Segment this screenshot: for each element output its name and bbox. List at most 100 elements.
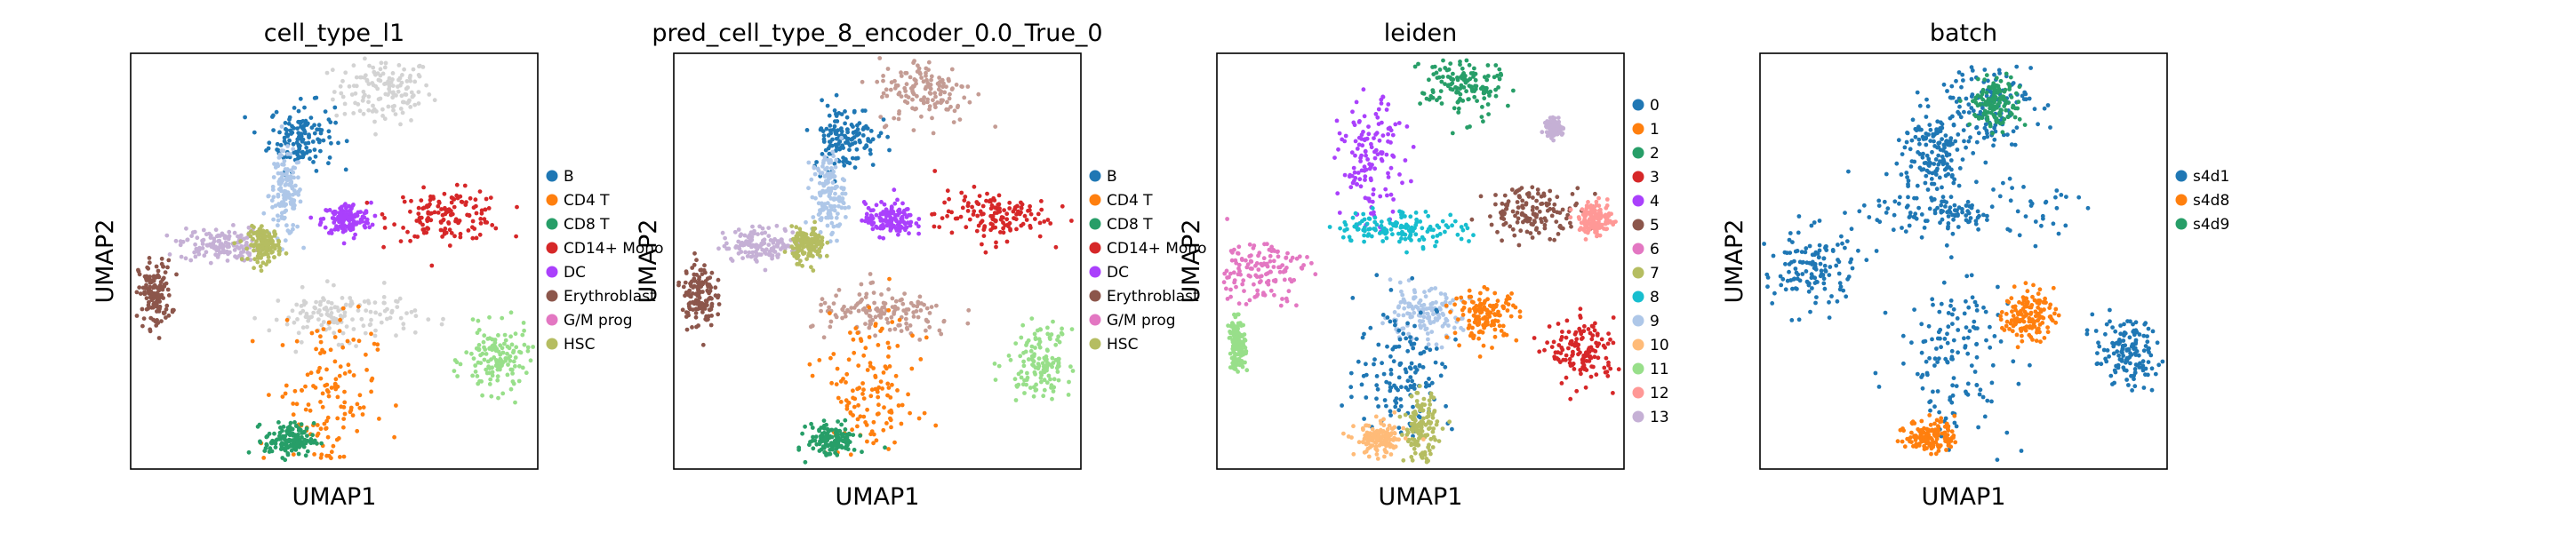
scatter-point xyxy=(1241,278,1246,283)
scatter-point xyxy=(1033,388,1038,393)
scatter-point xyxy=(1413,304,1419,309)
scatter-point xyxy=(976,91,981,97)
scatter-point xyxy=(849,306,854,310)
scatter-point xyxy=(298,143,302,148)
scatter-point xyxy=(783,246,788,251)
scatter-point xyxy=(1240,258,1244,262)
scatter-point xyxy=(377,417,381,421)
scatter-point xyxy=(294,338,300,344)
scatter-point xyxy=(344,302,348,307)
scatter-point xyxy=(884,87,889,92)
scatter-point xyxy=(1505,308,1510,313)
scatter-point xyxy=(1256,267,1261,272)
scatter-point xyxy=(1361,440,1366,445)
scatter-point xyxy=(1049,332,1054,337)
scatter-point xyxy=(816,168,821,173)
scatter-point xyxy=(833,185,838,189)
scatter-point xyxy=(375,71,380,76)
scatter-point xyxy=(424,230,429,235)
scatter-point xyxy=(372,119,377,124)
scatter-points xyxy=(1221,58,1621,465)
scatter-point xyxy=(480,393,484,398)
scatter-point xyxy=(500,350,506,355)
scatter-point xyxy=(981,227,987,232)
scatter-point xyxy=(1492,312,1497,316)
scatter-point xyxy=(1374,383,1380,388)
scatter-point xyxy=(1019,223,1024,228)
scatter-point xyxy=(1362,417,1366,421)
scatter-point xyxy=(200,238,205,243)
scatter-point xyxy=(1386,131,1390,137)
scatter-point xyxy=(1524,229,1530,235)
scatter-point xyxy=(1478,194,1484,199)
scatter-point xyxy=(286,182,292,187)
plot-frame xyxy=(130,52,539,470)
scatter-point xyxy=(446,220,451,225)
scatter-point xyxy=(324,279,330,284)
scatter-point xyxy=(1018,354,1023,359)
scatter-point xyxy=(831,127,836,132)
scatter-point xyxy=(881,370,886,375)
scatter-point xyxy=(471,356,476,361)
scatter-point xyxy=(310,139,316,144)
scatter-point xyxy=(868,219,874,224)
scatter-point xyxy=(818,253,823,259)
scatter-point xyxy=(819,308,823,314)
scatter-point xyxy=(488,195,493,201)
scatter-point xyxy=(1265,242,1269,247)
scatter-point xyxy=(750,250,756,255)
scatter-point xyxy=(889,314,894,320)
scatter-point xyxy=(990,222,995,227)
scatter-point xyxy=(337,373,342,378)
scatter-point xyxy=(351,235,356,241)
scatter-point xyxy=(324,312,330,317)
scatter-point xyxy=(883,364,888,369)
scatter-point xyxy=(708,275,713,280)
scatter-point xyxy=(430,195,436,199)
scatter-point xyxy=(402,199,407,204)
scatter-point xyxy=(861,125,867,131)
scatter-point xyxy=(305,121,310,126)
scatter-point xyxy=(867,335,872,339)
scatter-point xyxy=(1409,394,1414,399)
scatter-point xyxy=(1496,309,1500,314)
scatter-point xyxy=(429,263,435,268)
scatter-point xyxy=(941,81,946,86)
scatter-point xyxy=(1530,235,1535,240)
scatter-point xyxy=(1056,363,1061,369)
scatter-point xyxy=(134,314,140,318)
scatter-point xyxy=(810,426,815,430)
scatter-point xyxy=(1349,435,1354,440)
scatter-point xyxy=(1471,336,1476,341)
scatter-point xyxy=(404,79,410,84)
scatter-point xyxy=(1471,313,1476,318)
scatter-point xyxy=(1579,371,1583,377)
scatter-point xyxy=(812,219,817,225)
scatter-point xyxy=(873,375,878,379)
scatter-point xyxy=(880,94,884,99)
scatter-point xyxy=(912,84,916,89)
scatter-point xyxy=(189,234,195,238)
scatter-point xyxy=(841,200,845,205)
scatter-point xyxy=(348,296,353,300)
scatter-point xyxy=(336,140,340,146)
scatter-point xyxy=(1309,260,1314,266)
scatter-point xyxy=(356,338,362,344)
scatter-point xyxy=(438,227,444,233)
scatter-point xyxy=(1248,274,1252,279)
scatter-point xyxy=(890,296,895,301)
scatter-point xyxy=(313,154,318,159)
scatter-point xyxy=(397,296,403,301)
scatter-point xyxy=(941,318,947,323)
scatter-point xyxy=(364,220,368,225)
scatter-point xyxy=(1386,175,1391,179)
scatter-point xyxy=(386,104,391,109)
scatter-point xyxy=(335,321,340,325)
scatter-point xyxy=(816,212,821,218)
scatter-point xyxy=(1469,299,1475,305)
scatter-point xyxy=(905,207,910,211)
scatter-point xyxy=(324,70,330,76)
scatter-point xyxy=(426,227,431,231)
scatter-point xyxy=(1428,402,1433,407)
